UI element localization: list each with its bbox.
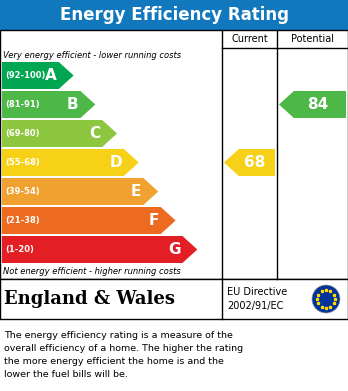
Bar xyxy=(0,279,348,319)
Text: C: C xyxy=(89,126,100,141)
Text: Potential: Potential xyxy=(291,34,334,44)
Text: 84: 84 xyxy=(307,97,328,112)
Text: (1-20): (1-20) xyxy=(5,245,34,254)
Polygon shape xyxy=(2,120,117,147)
Polygon shape xyxy=(2,149,139,176)
Text: EU Directive
2002/91/EC: EU Directive 2002/91/EC xyxy=(227,287,287,311)
Text: Very energy efficient - lower running costs: Very energy efficient - lower running co… xyxy=(3,50,181,59)
Text: (69-80): (69-80) xyxy=(5,129,40,138)
Text: 68: 68 xyxy=(244,155,265,170)
Text: (55-68): (55-68) xyxy=(5,158,40,167)
Text: A: A xyxy=(45,68,57,83)
Polygon shape xyxy=(2,91,95,118)
Polygon shape xyxy=(2,62,74,89)
Polygon shape xyxy=(2,236,197,263)
Text: (39-54): (39-54) xyxy=(5,187,40,196)
Text: F: F xyxy=(148,213,159,228)
Text: (21-38): (21-38) xyxy=(5,216,40,225)
Text: (92-100): (92-100) xyxy=(5,71,45,80)
Text: (81-91): (81-91) xyxy=(5,100,40,109)
Text: England & Wales: England & Wales xyxy=(4,290,175,308)
Text: G: G xyxy=(168,242,181,257)
Circle shape xyxy=(312,285,340,313)
Polygon shape xyxy=(2,207,176,234)
Text: Energy Efficiency Rating: Energy Efficiency Rating xyxy=(60,6,288,24)
Text: Not energy efficient - higher running costs: Not energy efficient - higher running co… xyxy=(3,267,181,276)
Bar xyxy=(0,30,348,279)
Text: B: B xyxy=(67,97,78,112)
Text: D: D xyxy=(109,155,122,170)
Polygon shape xyxy=(224,149,275,176)
Polygon shape xyxy=(2,178,158,205)
Text: Current: Current xyxy=(231,34,268,44)
Polygon shape xyxy=(279,91,346,118)
Text: The energy efficiency rating is a measure of the
overall efficiency of a home. T: The energy efficiency rating is a measur… xyxy=(4,331,243,379)
Text: E: E xyxy=(131,184,141,199)
Bar xyxy=(0,0,348,30)
